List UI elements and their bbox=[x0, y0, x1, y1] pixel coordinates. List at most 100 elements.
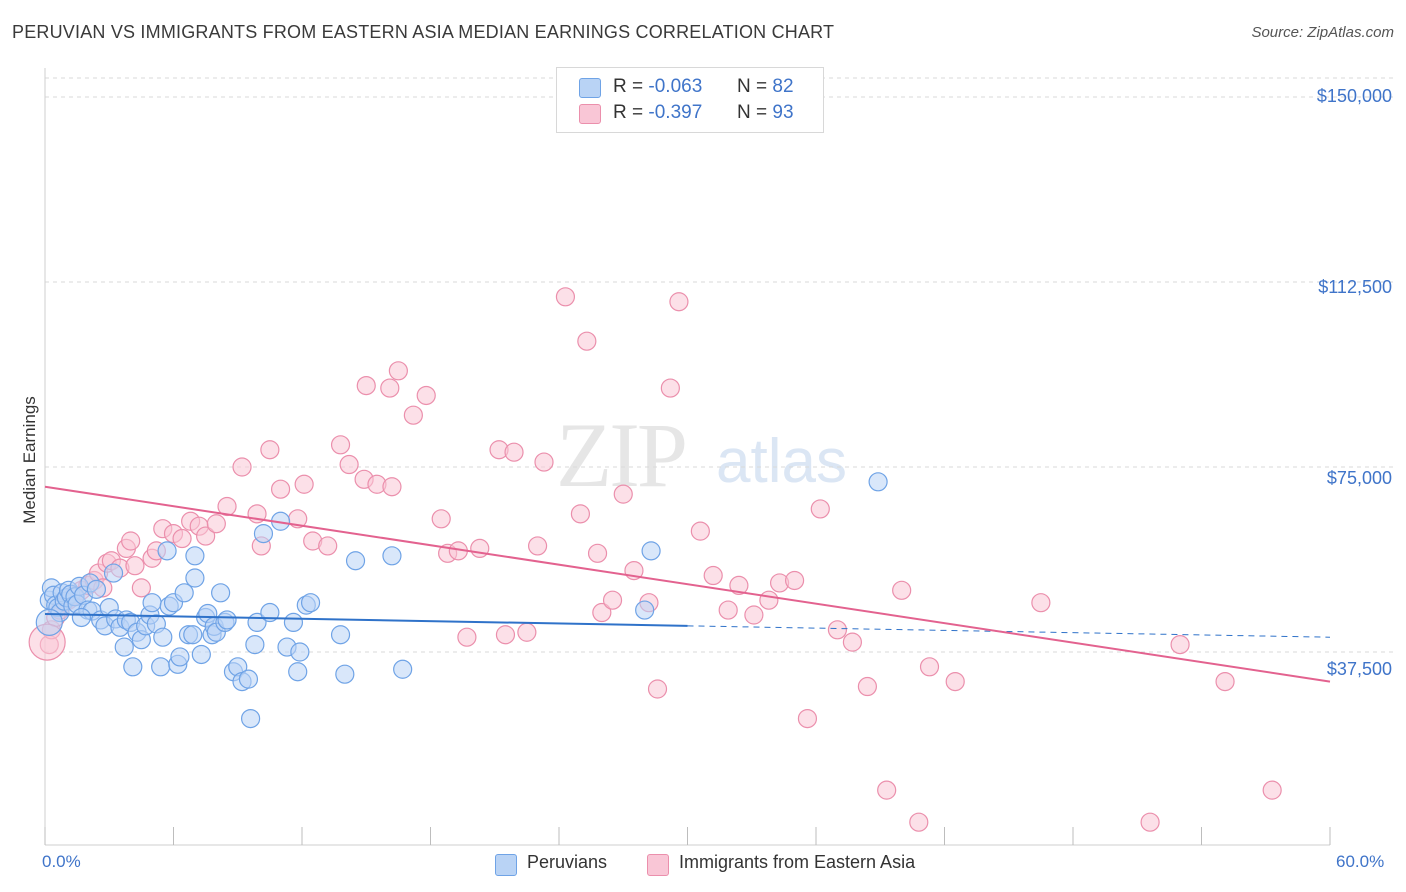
legend-r: R = -0.063 bbox=[613, 76, 703, 97]
watermark-atlas: atlas bbox=[716, 427, 847, 496]
data-point bbox=[290, 642, 310, 662]
data-point bbox=[211, 583, 231, 603]
data-point bbox=[842, 632, 863, 652]
trend-line-immigrants bbox=[44, 485, 1331, 683]
data-point bbox=[153, 627, 173, 647]
data-point bbox=[470, 538, 490, 559]
legend-swatch-pink bbox=[647, 854, 669, 876]
trend-lines bbox=[44, 485, 1331, 683]
data-point bbox=[382, 546, 402, 566]
data-point bbox=[185, 568, 205, 588]
y-axis-label: Median Earnings bbox=[20, 396, 39, 524]
trend-line-peruvians bbox=[44, 613, 688, 627]
data-point bbox=[86, 579, 107, 599]
data-point bbox=[945, 671, 965, 692]
data-point bbox=[388, 361, 408, 381]
axes bbox=[44, 68, 1331, 846]
data-point bbox=[283, 612, 304, 633]
data-point bbox=[238, 669, 259, 689]
data-point bbox=[810, 499, 830, 519]
y-tick-label: $37,500 bbox=[1326, 659, 1392, 679]
data-point bbox=[330, 625, 351, 645]
data-point bbox=[797, 708, 818, 729]
data-point bbox=[892, 580, 912, 600]
data-point bbox=[517, 622, 537, 642]
data-point bbox=[534, 452, 554, 472]
data-point bbox=[919, 657, 940, 677]
legend-swatch-blue bbox=[495, 854, 517, 876]
chart-source: Source: ZipAtlas.com bbox=[1251, 24, 1394, 41]
data-point bbox=[1170, 634, 1190, 655]
x-tick-label-min: 0.0% bbox=[42, 852, 81, 871]
data-point bbox=[382, 477, 402, 497]
data-point bbox=[416, 385, 436, 406]
data-point bbox=[196, 526, 216, 546]
data-point bbox=[103, 563, 124, 583]
data-point bbox=[587, 543, 608, 563]
data-point bbox=[660, 378, 680, 398]
data-point bbox=[1031, 593, 1051, 613]
data-point bbox=[121, 531, 141, 551]
data-point bbox=[877, 780, 897, 800]
data-point bbox=[172, 528, 192, 549]
data-point bbox=[217, 610, 237, 630]
data-point bbox=[647, 679, 668, 699]
data-point bbox=[270, 479, 291, 499]
data-point bbox=[335, 664, 355, 684]
legend-n: N = 93 bbox=[737, 102, 794, 123]
data-point bbox=[191, 644, 211, 665]
data-point bbox=[318, 536, 338, 556]
legend-label: Immigrants from Eastern Asia bbox=[679, 852, 916, 872]
chart-title: PERUVIAN VS IMMIGRANTS FROM EASTERN ASIA… bbox=[12, 22, 835, 42]
data-point bbox=[151, 657, 171, 677]
data-point bbox=[669, 292, 689, 312]
data-point bbox=[729, 575, 749, 596]
data-point bbox=[245, 634, 265, 655]
data-point bbox=[260, 440, 280, 460]
data-point bbox=[174, 583, 194, 603]
data-point bbox=[123, 657, 143, 677]
data-point bbox=[909, 812, 929, 832]
data-point bbox=[857, 676, 878, 697]
y-tick-label: $75,000 bbox=[1326, 468, 1392, 488]
data-point bbox=[300, 593, 321, 613]
data-point bbox=[345, 551, 366, 571]
data-point bbox=[635, 600, 655, 620]
data-point bbox=[142, 593, 162, 613]
legend-swatch-blue bbox=[579, 78, 601, 98]
data-point bbox=[759, 590, 779, 610]
data-point bbox=[641, 541, 661, 561]
data-point bbox=[35, 608, 63, 637]
data-point bbox=[125, 556, 145, 576]
data-point bbox=[185, 546, 205, 566]
data-point bbox=[718, 600, 738, 620]
data-point bbox=[403, 405, 423, 425]
data-point bbox=[206, 514, 226, 534]
y-tick-label: $112,500 bbox=[1318, 277, 1392, 297]
data-point bbox=[1262, 780, 1282, 800]
legend-swatch-pink bbox=[579, 104, 601, 124]
data-point bbox=[253, 523, 274, 544]
data-point bbox=[703, 565, 723, 586]
correlation-legend: R = -0.063 N = 82 R = -0.397 N = 93 bbox=[556, 67, 824, 133]
data-point bbox=[827, 620, 848, 640]
data-point bbox=[217, 496, 237, 517]
data-point bbox=[592, 602, 612, 623]
data-point bbox=[157, 541, 177, 561]
data-point bbox=[744, 605, 764, 625]
data-point bbox=[330, 435, 351, 455]
data-point bbox=[114, 637, 134, 657]
series-legend: Peruvians Immigrants from Eastern Asia bbox=[0, 852, 1406, 878]
data-point bbox=[241, 708, 261, 729]
data-point bbox=[457, 627, 477, 647]
legend-label: Peruvians bbox=[527, 852, 608, 872]
data-point bbox=[613, 484, 633, 504]
data-point bbox=[431, 509, 451, 529]
data-point bbox=[690, 521, 710, 541]
data-point bbox=[602, 590, 623, 610]
y-tick-label: $150,000 bbox=[1316, 86, 1392, 106]
x-tick-label-max: 60.0% bbox=[1336, 852, 1385, 871]
data-point bbox=[1140, 812, 1160, 832]
data-point bbox=[71, 607, 92, 628]
